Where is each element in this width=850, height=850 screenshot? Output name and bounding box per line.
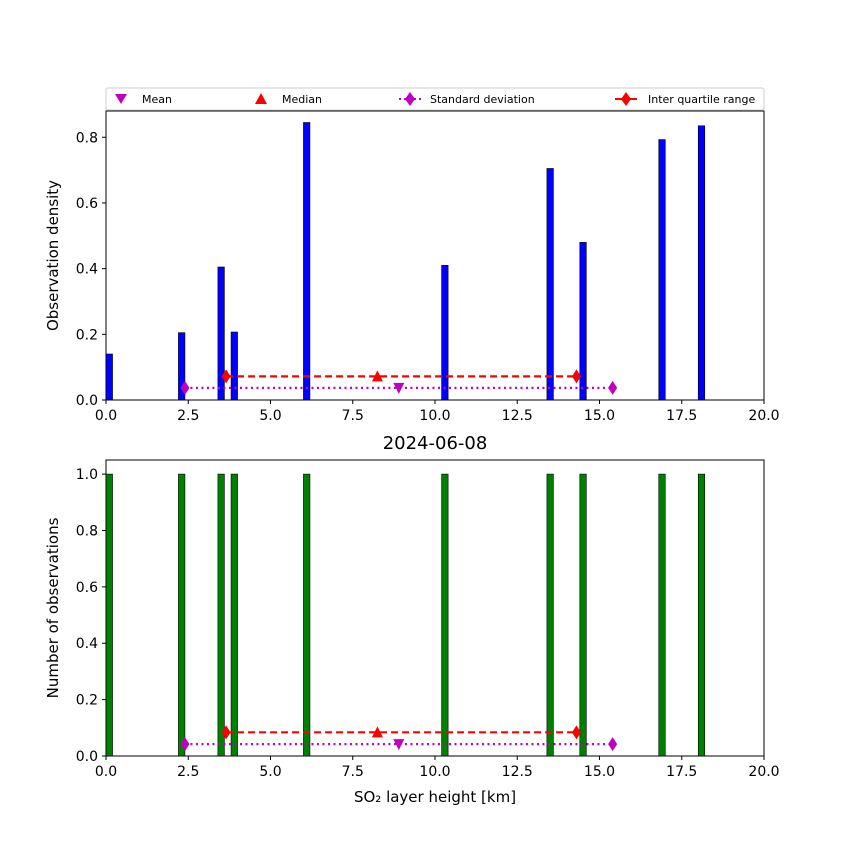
- count-bar: [658, 473, 666, 757]
- density-x-tick-label: 20.0: [748, 408, 779, 424]
- density-bar: [303, 122, 311, 401]
- legend-iqr-marker: [621, 92, 631, 106]
- count-y-tick-label: 0.6: [76, 580, 98, 596]
- density-x-tick-label: 10.0: [419, 408, 450, 424]
- density-x-tick-label: 17.5: [666, 408, 697, 424]
- density-std-marker: [180, 380, 190, 395]
- density-bar: [579, 242, 587, 401]
- legend-std-label: Standard deviation: [430, 93, 535, 106]
- density-x-tick-label: 0.0: [95, 408, 117, 424]
- count-y-tick-label: 0.0: [76, 749, 98, 765]
- legend-median-label: Median: [282, 93, 322, 106]
- count-y-tick-label: 0.4: [76, 636, 98, 652]
- density-bar: [217, 266, 225, 401]
- density-y-tick-label: 0.8: [76, 130, 98, 146]
- density-y-tick-label: 0.6: [76, 196, 98, 212]
- density-chart: Observation density 0.0 2.5 5.0 7.5 10.0 12.5…: [44, 110, 780, 424]
- count-y-axis-label: Number of observations: [44, 517, 62, 698]
- density-bar: [178, 332, 186, 401]
- chart-title: 2024-06-08: [383, 433, 488, 454]
- count-x-axis-label: SO₂ layer height [km]: [354, 788, 516, 806]
- density-bar: [697, 125, 706, 401]
- count-std-marker: [180, 737, 190, 752]
- count-x-tick-label: 2.5: [177, 764, 199, 780]
- count-x-tick-label: 15.0: [584, 764, 615, 780]
- count-median-marker: [371, 726, 383, 738]
- count-bar: [441, 473, 449, 757]
- density-x-tick-label: 7.5: [342, 408, 364, 424]
- count-x-tick-label: 17.5: [666, 764, 697, 780]
- count-bar: [546, 473, 554, 757]
- legend-median-marker: [255, 93, 267, 104]
- density-median-marker: [371, 370, 383, 382]
- density-mean-marker: [393, 382, 405, 394]
- legend-mean-label: Mean: [142, 93, 172, 106]
- density-y-tick-label: 0.2: [76, 327, 98, 343]
- count-mean-marker: [393, 739, 405, 751]
- legend-box: [105, 87, 765, 111]
- count-bar: [697, 473, 706, 757]
- count-y-tick-label: 0.2: [76, 693, 98, 709]
- count-x-tick-label: 7.5: [342, 764, 364, 780]
- density-x-tick-label: 5.0: [259, 408, 281, 424]
- density-bar: [105, 353, 113, 401]
- count-bar: [579, 473, 587, 757]
- density-bar: [658, 139, 666, 401]
- count-chart: Number of observations SO₂ layer height …: [44, 459, 780, 806]
- count-bar: [105, 473, 113, 757]
- count-x-tick-label: 12.5: [502, 764, 533, 780]
- count-x-tick-label: 5.0: [259, 764, 281, 780]
- density-y-tick-label: 0.4: [76, 262, 98, 278]
- count-iqr-marker: [571, 725, 581, 740]
- density-iqr-marker: [571, 369, 581, 384]
- legend: Mean Median Standard deviation Inter qua…: [105, 87, 765, 111]
- density-iqr-marker: [221, 369, 231, 384]
- density-bar: [230, 331, 238, 401]
- count-bar: [217, 473, 225, 757]
- count-x-tick-label: 10.0: [419, 764, 450, 780]
- density-std-marker: [608, 380, 618, 395]
- density-x-tick-label: 2.5: [177, 408, 199, 424]
- count-bar: [230, 473, 238, 757]
- density-y-axis-label: Observation density: [44, 180, 62, 331]
- density-x-tick-label: 15.0: [584, 408, 615, 424]
- count-iqr-marker: [221, 725, 231, 740]
- density-bar: [441, 265, 449, 401]
- density-y-tick-label: 0.0: [76, 393, 98, 409]
- count-bar: [303, 473, 311, 757]
- count-y-tick-label: 1.0: [76, 467, 98, 483]
- count-x-tick-label: 20.0: [748, 764, 779, 780]
- legend-std-marker: [405, 92, 415, 106]
- count-std-marker: [608, 737, 618, 752]
- legend-iqr-label: Inter quartile range: [648, 93, 755, 106]
- count-x-tick-label: 0.0: [95, 764, 117, 780]
- count-bar: [178, 473, 186, 757]
- count-y-tick-label: 0.8: [76, 523, 98, 539]
- legend-mean-marker: [115, 94, 127, 104]
- density-bar: [546, 168, 554, 401]
- density-x-tick-label: 12.5: [502, 408, 533, 424]
